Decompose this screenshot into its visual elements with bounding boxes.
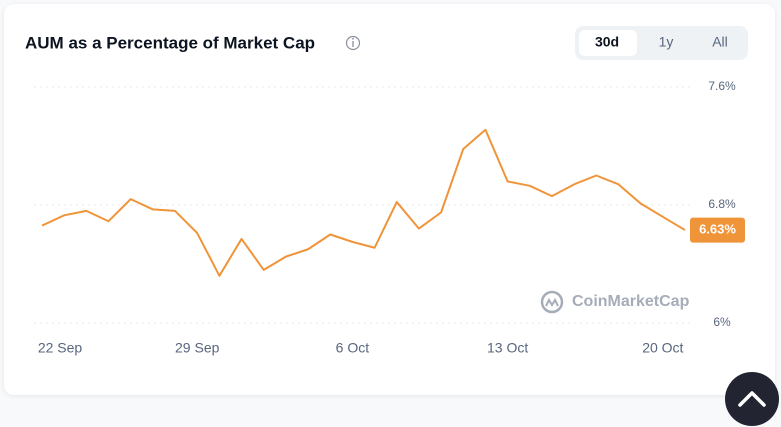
scroll-top-button[interactable] [725,372,779,426]
y-tick-label: 7.6% [708,79,736,93]
range-button-label[interactable]: All [712,34,728,50]
card [4,4,775,395]
x-tick-label: 20 Oct [642,340,683,356]
x-tick-label: 22 Sep [38,340,83,356]
x-tick-label: 6 Oct [336,340,370,356]
range-button-label[interactable]: 1y [659,34,674,50]
x-tick-label: 13 Oct [487,340,528,356]
chart-title: AUM as a Percentage of Market Cap [25,33,315,52]
watermark-logo [540,290,564,314]
watermark: CoinMarketCap [572,293,690,310]
range-button-label[interactable]: 30d [595,34,619,50]
current-value-label: 6.63% [699,222,736,237]
range-button[interactable] [579,30,637,56]
current-value-badge [690,217,745,243]
y-tick-label: 6% [713,315,731,329]
y-tick-label: 6.8% [708,197,736,211]
x-tick-label: 29 Sep [175,340,220,356]
info-icon[interactable] [345,35,361,51]
line [41,128,686,277]
